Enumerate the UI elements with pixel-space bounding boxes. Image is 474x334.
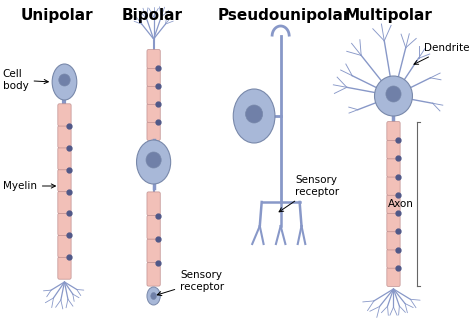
Ellipse shape bbox=[246, 105, 263, 123]
FancyBboxPatch shape bbox=[387, 249, 400, 268]
FancyBboxPatch shape bbox=[58, 235, 71, 257]
FancyBboxPatch shape bbox=[387, 268, 400, 287]
FancyBboxPatch shape bbox=[58, 257, 71, 279]
FancyBboxPatch shape bbox=[387, 176, 400, 195]
FancyBboxPatch shape bbox=[147, 67, 160, 87]
FancyBboxPatch shape bbox=[147, 239, 160, 263]
Ellipse shape bbox=[386, 86, 401, 102]
FancyBboxPatch shape bbox=[387, 194, 400, 213]
FancyBboxPatch shape bbox=[147, 49, 160, 68]
Text: Pseudounipolar: Pseudounipolar bbox=[218, 8, 351, 23]
FancyBboxPatch shape bbox=[387, 213, 400, 232]
Text: Bipolar: Bipolar bbox=[121, 8, 182, 23]
FancyBboxPatch shape bbox=[58, 126, 71, 148]
FancyBboxPatch shape bbox=[147, 215, 160, 239]
FancyBboxPatch shape bbox=[387, 140, 400, 159]
FancyBboxPatch shape bbox=[147, 192, 160, 215]
Text: Sensory
receptor: Sensory receptor bbox=[279, 175, 339, 212]
Text: Dendrite: Dendrite bbox=[414, 43, 469, 64]
Text: Myelin: Myelin bbox=[3, 181, 55, 191]
FancyBboxPatch shape bbox=[387, 122, 400, 141]
FancyBboxPatch shape bbox=[147, 86, 160, 105]
Text: Unipolar: Unipolar bbox=[20, 8, 93, 23]
FancyBboxPatch shape bbox=[58, 148, 71, 170]
FancyBboxPatch shape bbox=[387, 231, 400, 250]
Ellipse shape bbox=[374, 76, 412, 116]
FancyBboxPatch shape bbox=[387, 158, 400, 177]
FancyBboxPatch shape bbox=[58, 169, 71, 192]
Ellipse shape bbox=[147, 287, 160, 305]
FancyBboxPatch shape bbox=[147, 122, 160, 140]
FancyBboxPatch shape bbox=[58, 213, 71, 235]
FancyBboxPatch shape bbox=[58, 104, 71, 126]
Text: Axon: Axon bbox=[388, 199, 413, 209]
Ellipse shape bbox=[137, 140, 171, 184]
Ellipse shape bbox=[52, 64, 77, 100]
Ellipse shape bbox=[146, 152, 161, 168]
FancyBboxPatch shape bbox=[147, 104, 160, 123]
Text: Cell
body: Cell body bbox=[3, 69, 48, 91]
Ellipse shape bbox=[151, 293, 156, 300]
Ellipse shape bbox=[233, 89, 275, 143]
Text: Sensory
receptor: Sensory receptor bbox=[157, 270, 224, 296]
Ellipse shape bbox=[59, 74, 70, 86]
FancyBboxPatch shape bbox=[58, 191, 71, 213]
FancyBboxPatch shape bbox=[147, 263, 160, 286]
Text: Multipolar: Multipolar bbox=[345, 8, 433, 23]
